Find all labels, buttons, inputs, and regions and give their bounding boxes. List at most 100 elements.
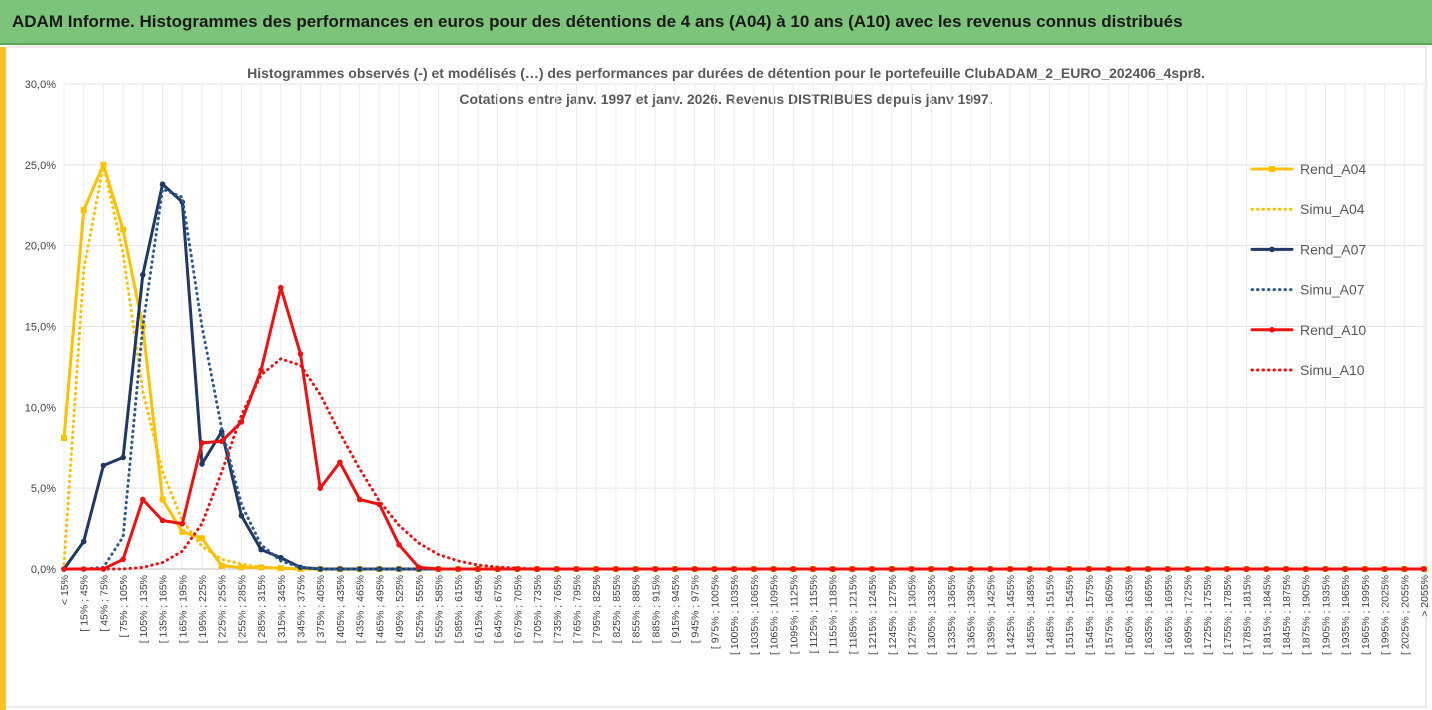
legend-label: Rend_A04: [1300, 161, 1366, 177]
marker: [80, 207, 87, 214]
x-tick-label: [ 285% ; 315%: [256, 575, 268, 643]
y-tick-label: 0,0%: [31, 564, 56, 576]
legend-marker: [1269, 327, 1275, 333]
x-tick-label: [ 165% ; 195%: [177, 575, 189, 643]
x-tick-label: [ 495% ; 525%: [394, 575, 406, 643]
x-tick-label: [ 1095% ; 1125%: [788, 575, 800, 654]
x-tick-label: [ 585% ; 615%: [453, 575, 465, 643]
marker: [198, 535, 205, 542]
marker: [258, 546, 264, 553]
marker: [849, 566, 856, 572]
x-tick-label: [ 135% ; 165%: [158, 575, 170, 643]
marker: [277, 565, 284, 572]
x-tick-label: [ 2025% ; 2055%: [1399, 575, 1411, 655]
legend-label: Simu_A10: [1300, 362, 1365, 378]
marker: [199, 461, 205, 467]
x-tick-label: [ 315% ; 345%: [276, 575, 288, 643]
x-tick-label: [ 75% ; 105%: [118, 575, 130, 637]
x-tick-label: [ 1875% ; 1905%: [1301, 575, 1313, 655]
x-tick-label: [ 795% ; 825%: [591, 575, 603, 643]
y-tick-label: 25,0%: [25, 160, 56, 172]
marker: [258, 367, 264, 373]
x-tick-label: [ 915% ; 945%: [670, 575, 682, 643]
x-tick-label: [ 1065% ; 1095%: [769, 575, 781, 655]
x-tick-label: [ 375% ; 405%: [315, 575, 327, 643]
x-tick-label: [ 1035% ; 1065%: [749, 575, 761, 655]
marker: [948, 566, 954, 572]
header-bar: ADAM Informe. Histogrammes des performan…: [0, 0, 1432, 45]
marker: [218, 562, 225, 569]
marker: [238, 512, 245, 519]
x-tick-label: [ 45% ; 75%: [98, 575, 110, 632]
marker: [80, 538, 87, 545]
x-tick-label: [ 1425% ; 1455%: [1005, 575, 1017, 655]
x-tick-label: [ 1725% ; 1755%: [1202, 575, 1214, 655]
marker: [356, 566, 363, 572]
x-tick-label: [ 1455% ; 1485%: [1025, 575, 1037, 655]
x-tick-label: [ 765% ; 795%: [571, 575, 583, 643]
legend-marker: [1269, 246, 1275, 253]
marker: [1322, 566, 1329, 572]
x-tick-label: [ 1245% ; 1275%: [887, 575, 899, 655]
marker: [278, 284, 284, 291]
x-tick-label: [ 1005% ; 1035%: [729, 575, 741, 655]
x-tick-label: [ 1515% ; 1545%: [1064, 575, 1076, 655]
x-tick-label: [ 1275% ; 1305%: [907, 575, 919, 655]
x-tick-label: [ 1965% ; 1995%: [1360, 575, 1372, 655]
marker: [179, 520, 186, 527]
x-tick-label: [ 615% ; 645%: [473, 575, 485, 643]
marker: [455, 566, 462, 572]
marker: [317, 485, 324, 491]
x-tick-label: [ 1755% ; 1785%: [1222, 575, 1234, 655]
x-tick-label: [ 15% ; 45%: [79, 575, 91, 632]
y-tick-label: 5,0%: [31, 483, 56, 495]
x-tick-label: [ 405% ; 435%: [335, 575, 347, 643]
x-tick-label: [ 1935% ; 1965%: [1340, 575, 1352, 655]
x-tick-label: [ 645% ; 675%: [493, 575, 505, 643]
x-tick-label: [ 1485% ; 1515%: [1045, 575, 1057, 655]
x-tick-label: [ 1845% ; 1875%: [1281, 575, 1293, 655]
marker: [475, 566, 481, 572]
x-tick-label: [ 1785% ; 1815%: [1242, 575, 1254, 655]
x-tick-label: [ 1545% ; 1575%: [1084, 575, 1096, 655]
marker: [238, 564, 245, 571]
marker: [120, 556, 126, 563]
x-tick-label: [ 465% ; 495%: [374, 575, 386, 643]
x-tick-label: [ 1605% ; 1635%: [1123, 575, 1135, 655]
marker: [356, 496, 363, 503]
marker: [396, 541, 402, 548]
x-tick-label: [ 555% ; 585%: [433, 575, 445, 643]
x-tick-label: [ 975% ; 1005%: [709, 575, 721, 649]
marker: [140, 496, 146, 503]
x-tick-label: [ 1815% ; 1845%: [1261, 575, 1273, 655]
x-tick-label: [ 1665% ; 1695%: [1163, 575, 1175, 655]
chart-frame: [5, 46, 1427, 708]
accent: [0, 47, 6, 710]
marker: [218, 438, 225, 445]
x-tick-label: [ 675% ; 705%: [512, 575, 524, 643]
header-title: ADAM Informe. Histogrammes des performan…: [12, 12, 1183, 31]
marker: [159, 181, 166, 188]
marker: [337, 459, 343, 466]
series-line: [62, 357, 1426, 571]
y-tick-label: 15,0%: [25, 322, 56, 334]
marker: [120, 226, 127, 233]
marker: [278, 554, 284, 561]
chart-title: Histogrammes observés (-) et modélisés (…: [247, 65, 1205, 81]
marker: [613, 566, 619, 572]
series-line: [62, 163, 1426, 571]
marker: [1046, 566, 1053, 572]
marker: [100, 462, 107, 469]
x-tick-label: [ 1125% ; 1155%: [808, 575, 820, 653]
x-tick-label: [ 1215% ; 1245%: [867, 575, 879, 655]
legend-label: Simu_A04: [1300, 201, 1365, 217]
x-tick-label: [ 1905% ; 1935%: [1320, 575, 1332, 655]
marker: [1184, 566, 1191, 572]
marker: [179, 528, 186, 535]
marker: [159, 496, 166, 503]
x-tick-label: [ 1695% ; 1725%: [1182, 575, 1194, 655]
x-tick-label: [ 1995% ; 2025%: [1380, 575, 1392, 655]
marker: [140, 271, 146, 278]
